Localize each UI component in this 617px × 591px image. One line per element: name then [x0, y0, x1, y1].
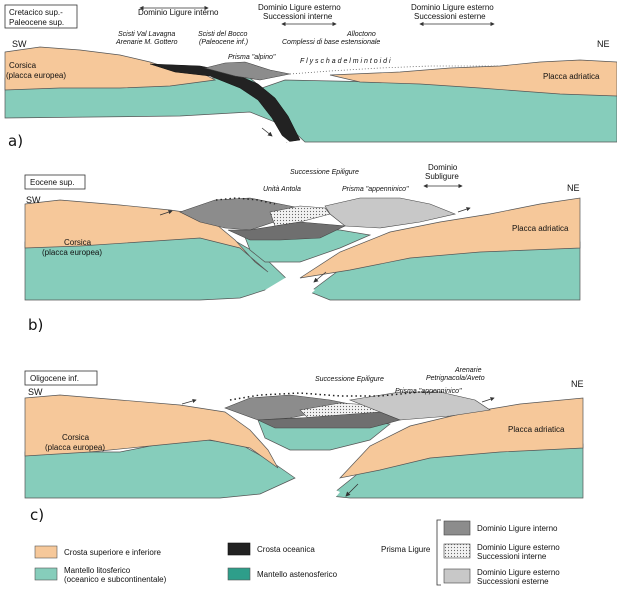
panel-a-complessi-base: Complessi di base [282, 39, 339, 46]
panel-a-alloctono-2: estensionale [341, 39, 380, 46]
panel-b-left-arrow [159, 210, 173, 216]
panel-c-sw-label: SW [28, 387, 43, 397]
panel-a-age-line1: Cretacico sup.- [9, 8, 63, 17]
legend-mantello-lito-1: Mantello litosferico [64, 566, 131, 575]
panel-a-placca-europea: (placca europea) [6, 71, 66, 80]
panel-c-right-arrow [481, 397, 495, 403]
legend-swatch-ligure-interno [443, 520, 471, 536]
panel-c-age-label: Oligocene inf. [30, 374, 79, 383]
panel-a: Cretacico sup.- Paleocene sup. SW NE Cor… [4, 3, 617, 150]
panel-b-dominio-subligure-2: Subligure [425, 172, 459, 181]
panel-a-flysch-label: F l y s c h a d e l m i n t o i d i [300, 58, 391, 65]
legend-crosta-oceanica: Crosta oceanica [257, 545, 315, 554]
panel-a-ne-label: NE [597, 39, 610, 49]
panel-a-age-box [4, 4, 78, 29]
legend-swatch-crosta-oceanica [227, 542, 251, 556]
panel-a-corsica: Corsica [9, 61, 37, 70]
panel-a-dominio-interno: Dominio Ligure interno [138, 8, 219, 17]
legend-swatch-crosta [34, 545, 58, 559]
panel-a-prisma-alpino [203, 61, 291, 81]
panel-a-age-line2: Paleocene sup. [9, 18, 64, 27]
panel-c-successione-epiligure: Successione Epiligure [315, 376, 384, 383]
legend-swatch-mantello-asteno [227, 567, 251, 581]
legend: Crosta superiore e inferiore Mantello li… [34, 519, 560, 586]
panel-c-thrust-wedge [257, 411, 401, 429]
panel-c-adriatic-crust [338, 397, 584, 479]
panel-b: Eocene sup. SW NE Corsica (placca europe… [24, 163, 581, 334]
panel-b-thrust-wedge [227, 221, 347, 241]
panel-b-ne-label: NE [567, 183, 580, 193]
panel-a-scisti-lavagna-2: Arenarie M. Gottero [115, 39, 178, 46]
panel-a-dominio-esterno-int-2: Successioni interne [263, 12, 333, 21]
panel-a-prisma-alpino-label: Prisma "alpino" [228, 54, 276, 61]
panel-b-sw-label: SW [26, 195, 41, 205]
panel-a-subduction-arrow [261, 127, 273, 137]
panel-c-corsica-crust [24, 394, 279, 469]
panel-b-asthenosphere-gap [265, 275, 315, 300]
legend-swatch-ligure-esterno-interne [443, 543, 471, 559]
panel-b-placca-europea: (placca europea) [42, 248, 102, 257]
panel-c-asthenosphere-gap [285, 478, 340, 504]
panel-b-dominio-subligure-1: Dominio [428, 163, 458, 172]
legend-ligure-esterno-interne-1: Dominio Ligure esterno [477, 543, 560, 552]
panel-a-letter: a) [8, 132, 23, 150]
legend-mantello-asteno: Mantello astenosferico [257, 570, 338, 579]
panel-b-letter: b) [28, 316, 43, 334]
panel-b-age-box [24, 174, 86, 190]
panel-a-scisti-bocco-2: (Paleocene inf.) [199, 39, 248, 46]
legend-bracket [436, 519, 441, 586]
panel-b-successione-epiligure: Successione Epiligure [290, 169, 359, 176]
panel-c-left-arrow [181, 398, 197, 405]
legend-swatch-ligure-esterno-esterne [443, 568, 471, 584]
panel-a-dominio-esterno-est-1: Dominio Ligure esterno [411, 3, 494, 12]
legend-ligure-esterno-esterne-1: Dominio Ligure esterno [477, 568, 560, 577]
panel-b-age-label: Eocene sup. [30, 178, 74, 187]
panel-c-subduction-arrow [345, 483, 359, 497]
panel-b-prisma-appenninico: Prisma "appenninico" [342, 186, 409, 193]
legend-ligure-interno: Dominio Ligure interno [477, 524, 558, 533]
panel-a-alloctono-1: Alloctono [346, 31, 376, 38]
panel-a-dominio-esterno-est-2: Successioni esterne [414, 12, 486, 21]
panel-b-ligure-esterno-esterne [324, 197, 457, 229]
panel-b-right-arrow [457, 207, 471, 213]
legend-prisma-ligure: Prisma Ligure [381, 545, 431, 554]
panel-c-placca-europea: (placca europea) [45, 443, 105, 452]
panel-b-placca-adriatica: Placca adriatica [512, 224, 569, 233]
panel-b-subduction-arrow [313, 271, 327, 283]
legend-ligure-esterno-esterne-2: Successioni esterne [477, 577, 549, 586]
panel-a-dominio-esterno-int-1: Dominio Ligure esterno [258, 3, 341, 12]
panel-a-sw-label: SW [12, 39, 27, 49]
legend-mantello-lito-2: (oceanico e subcontinentale) [64, 575, 167, 584]
panel-c-placca-adriatica: Placca adriatica [508, 425, 565, 434]
panel-c-ne-label: NE [571, 379, 584, 389]
panel-a-placca-adriatica: Placca adriatica [543, 72, 600, 81]
panel-c-letter: c) [30, 506, 44, 524]
panel-a-flysch-cover [289, 65, 500, 75]
panel-a-adriatic-crust [329, 59, 617, 97]
legend-swatch-mantello-lito [34, 567, 58, 581]
panel-c-arenarie-1: Arenarie [454, 367, 482, 374]
panel-c-prisma-appenninico: Prisma "appenninico" [395, 388, 462, 395]
panel-b-corsica: Corsica [64, 238, 92, 247]
panel-a-scisti-bocco-1: Scisti del Bocco [198, 31, 248, 38]
panel-c-age-box [24, 370, 98, 386]
legend-ligure-esterno-interne-2: Successioni interne [477, 552, 547, 561]
panel-b-adriatic-crust [299, 197, 581, 279]
panel-c-corsica: Corsica [62, 433, 90, 442]
panel-b-unita-antola: Unità Antola [263, 186, 301, 193]
panel-c: Oligocene inf. SW NE Corsica (placca eur… [24, 367, 584, 524]
legend-crosta: Crosta superiore e inferiore [64, 548, 161, 557]
panel-a-scisti-lavagna-1: Scisti Val Lavagna [118, 31, 175, 38]
panel-c-arenarie-2: Petrignacola/Aveto [426, 375, 485, 382]
panel-b-epiligure-dots [215, 197, 276, 205]
